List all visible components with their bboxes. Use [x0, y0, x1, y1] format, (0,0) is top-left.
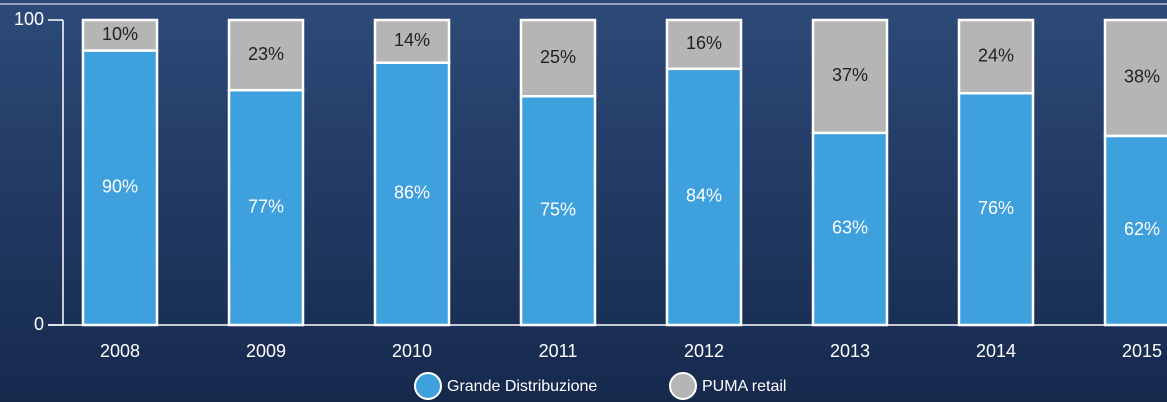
value-label: 23%	[248, 44, 284, 64]
value-label: 76%	[978, 198, 1014, 218]
legend-label: PUMA retail	[702, 378, 786, 395]
x-tick-label: 2009	[246, 341, 286, 361]
value-label: 24%	[978, 45, 1014, 65]
value-label: 37%	[832, 65, 868, 85]
value-label: 63%	[832, 218, 868, 238]
value-label: 86%	[394, 183, 430, 203]
value-label: 38%	[1124, 67, 1160, 87]
value-label: 10%	[102, 24, 138, 44]
x-tick-label: 2015	[1122, 341, 1162, 361]
x-tick-label: 2011	[539, 341, 578, 361]
y-tick-label: 100	[14, 9, 44, 29]
y-tick-label: 0	[34, 314, 44, 334]
chart: 0 100 90% 10% 2008 77% 23% 2009 86% 14% 2010 75% 25%…	[0, 0, 1167, 402]
value-label: 62%	[1124, 219, 1160, 239]
value-label: 84%	[686, 186, 722, 206]
legend-swatch	[670, 373, 696, 399]
legend-label: Grande Distribuzione	[447, 378, 597, 395]
page: {"chart_data": {"type": "stacked_bar", "…	[0, 0, 1167, 402]
value-label: 14%	[394, 30, 430, 50]
x-tick-label: 2012	[684, 341, 724, 361]
value-label: 25%	[540, 47, 576, 67]
value-label: 75%	[540, 199, 576, 219]
x-tick-label: 2008	[100, 341, 140, 361]
x-tick-label: 2010	[392, 341, 432, 361]
value-label: 90%	[102, 177, 138, 197]
legend-swatch	[415, 373, 441, 399]
value-label: 16%	[686, 33, 722, 53]
x-tick-label: 2013	[830, 341, 870, 361]
x-tick-label: 2014	[976, 341, 1016, 361]
value-label: 77%	[248, 196, 284, 216]
